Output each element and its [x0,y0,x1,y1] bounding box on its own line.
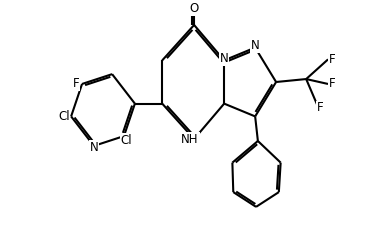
Text: F: F [329,53,335,66]
Text: O: O [189,2,199,15]
Text: F: F [316,102,323,114]
Text: Cl: Cl [121,134,132,147]
Text: N: N [220,52,229,65]
Text: N: N [251,39,259,52]
Text: F: F [329,78,335,90]
Text: F: F [73,78,79,90]
Text: Cl: Cl [58,110,70,123]
Text: NH: NH [181,132,199,145]
Text: N: N [90,141,98,154]
